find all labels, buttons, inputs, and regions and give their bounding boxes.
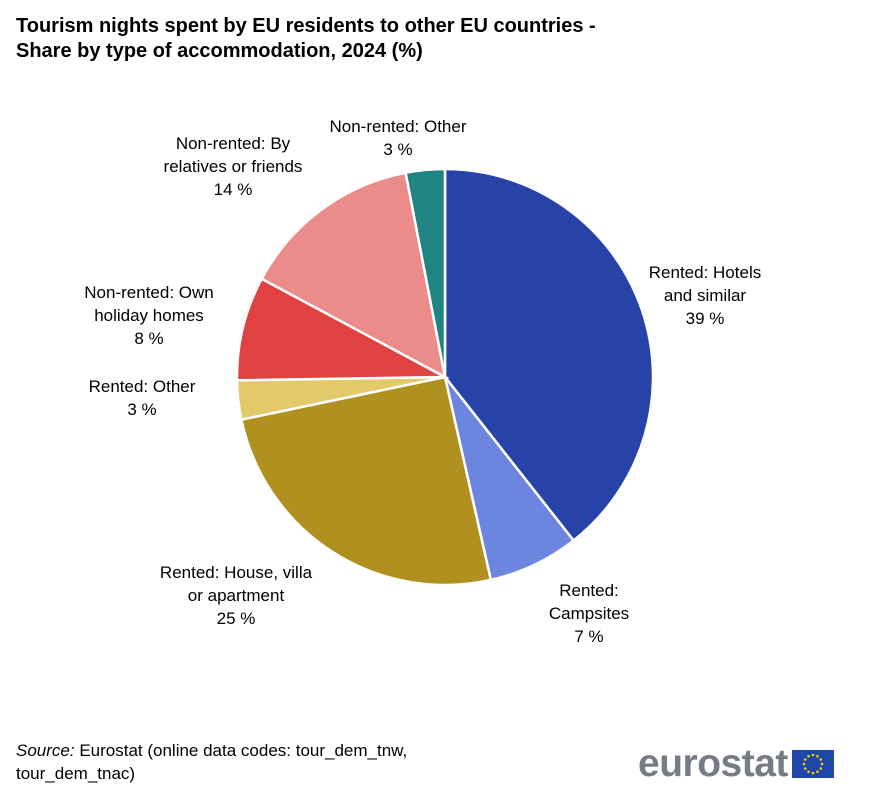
source-text: Eurostat (online data codes: tour_dem_tn… bbox=[16, 741, 408, 783]
chart-title: Tourism nights spent by EU residents to … bbox=[16, 14, 596, 64]
flag-star bbox=[807, 754, 810, 758]
flag-star bbox=[816, 754, 819, 758]
source-note: Source: Eurostat (online data codes: tou… bbox=[16, 739, 496, 785]
flag-star bbox=[802, 762, 806, 766]
eurostat-logo: eurostat bbox=[638, 744, 834, 784]
label-relatives-friends: Non-rented: By relatives or friends 14 % bbox=[163, 134, 303, 199]
flag-star bbox=[811, 771, 815, 775]
flag-star bbox=[811, 753, 815, 757]
logo-text: eurostat bbox=[638, 742, 788, 785]
label-campsites: Rented: Campsites 7 % bbox=[548, 581, 630, 646]
pie-slice-6 bbox=[404, 167, 447, 378]
label-own-holiday-homes: Non-rented: Own holiday homes 8 % bbox=[84, 283, 214, 348]
title-line-2: Share by type of accommodation, 2024 (%) bbox=[16, 40, 423, 62]
flag-star bbox=[803, 767, 807, 770]
flag-star bbox=[819, 758, 822, 761]
label-hotels: Rented: Hotels and similar 39 % bbox=[648, 263, 762, 328]
label-house: Rented: House, villa or apartment 25 % bbox=[159, 563, 313, 628]
flag-star bbox=[803, 758, 807, 761]
pie-slice-2 bbox=[239, 375, 493, 587]
flag-star bbox=[807, 770, 810, 774]
title-line-1: Tourism nights spent by EU residents to … bbox=[16, 15, 596, 37]
flag-star bbox=[819, 767, 822, 770]
pie-slice-0 bbox=[443, 167, 655, 543]
pie-slice-4 bbox=[235, 277, 450, 382]
eu-flag-icon bbox=[791, 750, 834, 778]
source-label: Source: bbox=[16, 741, 75, 760]
label-non-rented-other: Non-rented: Other 3 % bbox=[329, 117, 467, 159]
label-rented-other: Rented: Other 3 % bbox=[88, 377, 196, 419]
flag-star bbox=[816, 770, 819, 774]
flag-star bbox=[820, 762, 824, 766]
pie-slice-5 bbox=[259, 171, 447, 380]
